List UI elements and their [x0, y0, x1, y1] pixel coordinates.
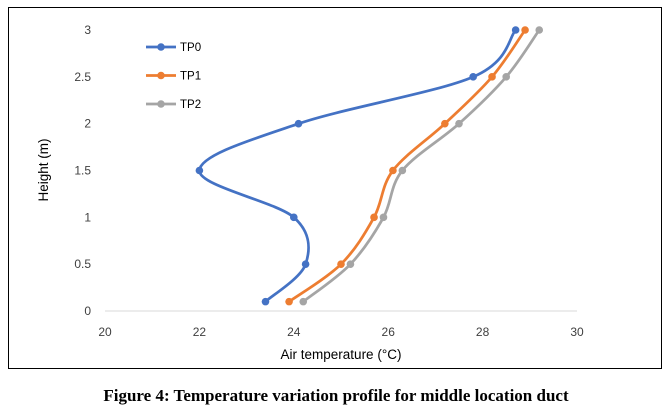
series-layer: [195, 26, 544, 306]
data-point: [379, 213, 388, 222]
data-point: [299, 297, 308, 306]
y-tick-label: 2: [84, 117, 91, 131]
y-tick-labels: 0 0.5 1 1.5 2 2.5 3: [74, 23, 91, 318]
chart-frame: [8, 7, 662, 369]
legend-marker: [157, 43, 165, 51]
data-point: [290, 213, 298, 222]
y-tick-label: 1: [84, 210, 91, 224]
x-tick-label: 22: [193, 325, 207, 339]
figure-caption: Figure 4: Temperature variation profile …: [103, 386, 569, 405]
y-tick-label: 3: [84, 23, 91, 37]
data-point: [301, 260, 310, 268]
series-tp1: [285, 26, 529, 306]
legend-item-tp2: TP2: [146, 99, 201, 111]
legend-label: TP0: [180, 42, 201, 54]
x-tick-label: 20: [98, 325, 112, 339]
legend: TP0 TP1 TP2: [146, 42, 201, 111]
legend-label: TP1: [180, 71, 201, 83]
x-axis-label: Air temperature (°C): [281, 347, 402, 362]
data-point: [389, 166, 397, 175]
data-point: [337, 260, 345, 268]
y-tick-label: 0.5: [74, 257, 91, 271]
legend-label: TP2: [180, 99, 201, 111]
data-point: [455, 119, 463, 128]
data-point: [469, 73, 477, 81]
series-line: [301, 28, 541, 304]
data-point: [521, 26, 529, 34]
y-tick-label: 0: [84, 304, 91, 318]
data-point: [398, 166, 407, 175]
y-axis-label: Height (m): [36, 138, 51, 201]
series-tp2: [299, 26, 544, 306]
x-tick-label: 28: [476, 325, 490, 339]
y-tick-label: 1.5: [74, 164, 91, 178]
data-point: [195, 166, 204, 175]
y-tick-label: 2.5: [74, 70, 91, 84]
x-tick-label: 26: [382, 325, 396, 339]
legend-item-tp1: TP1: [146, 71, 201, 83]
data-point: [294, 119, 303, 128]
data-point: [535, 26, 544, 34]
legend-marker: [157, 100, 165, 108]
legend-marker: [157, 71, 165, 80]
data-point: [511, 26, 520, 34]
legend-item-tp0: TP0: [146, 42, 201, 54]
x-tick-labels: 20 22 24 26 28 30: [98, 325, 584, 339]
data-point: [370, 213, 378, 222]
data-point: [488, 73, 496, 81]
data-point: [285, 297, 293, 306]
data-point: [441, 119, 449, 128]
x-tick-label: 24: [287, 325, 301, 339]
data-point: [346, 260, 355, 268]
series-tp0: [195, 26, 520, 306]
line-chart: 20 22 24 26 28 30 0 0.5 1 1.5 2 2.5 3 Air temperatu…: [36, 23, 584, 362]
data-point: [261, 297, 270, 306]
data-point: [502, 73, 511, 81]
x-tick-label: 30: [570, 325, 584, 339]
series-line: [198, 28, 518, 304]
